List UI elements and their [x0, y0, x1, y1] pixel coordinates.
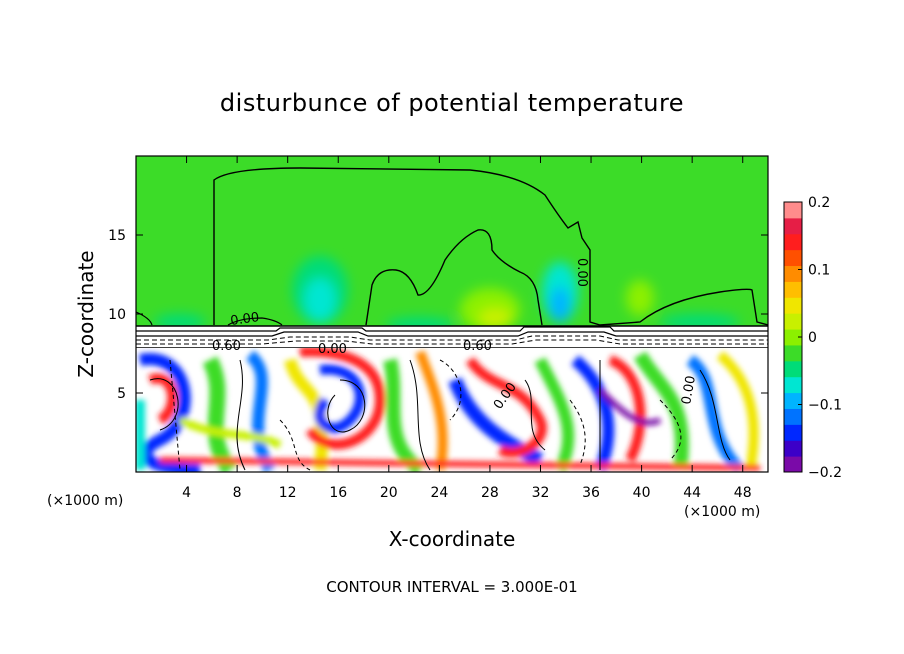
x-axis-label: X-coordinate: [389, 527, 516, 551]
colorbar-swatch: [784, 440, 802, 457]
x-tick-label: 16: [329, 485, 347, 501]
colorbar-tick-label: 0.2: [808, 195, 830, 211]
x-tick-label: 32: [532, 485, 550, 501]
colorbar: 0.2 0.1 0 −0.1 −0.2: [783, 195, 842, 481]
x-tick-label: 4: [182, 485, 191, 501]
colorbar-swatch: [784, 408, 802, 425]
plot-area: [136, 156, 768, 472]
x-unit-label-left: (×1000 m): [47, 493, 123, 509]
y-tick-label: 10: [108, 307, 126, 323]
contour-label: 0.00: [574, 258, 589, 287]
colorbar-tick-label: −0.2: [808, 465, 842, 481]
hill-contour: [365, 229, 543, 326]
y-tick-label: 5: [117, 386, 126, 402]
contour-label: 0.00: [679, 375, 699, 406]
contour-label: 0.00: [318, 342, 347, 357]
x-tick-label: 20: [380, 485, 398, 501]
x-tick-label: 24: [430, 485, 448, 501]
colorbar-swatch: [784, 233, 802, 251]
colorbar-tick-label: 0.1: [808, 263, 830, 279]
colorbar-swatch: [784, 217, 802, 235]
x-unit-label-right: (×1000 m): [684, 504, 760, 520]
colorbar-swatch: [784, 297, 802, 314]
x-tick-label: 12: [279, 485, 297, 501]
x-tick-label: 8: [233, 485, 242, 501]
colorbar-swatch: [784, 392, 802, 409]
colorbar-swatch: [784, 281, 802, 298]
y-tick-label: 15: [108, 228, 126, 244]
x-tick-label: 36: [582, 485, 600, 501]
colorbar-swatch: [784, 456, 802, 473]
x-axis: 4 8 12 16 20 24 28 32 36 40 44 48: [182, 156, 752, 501]
x-tick-label: 28: [481, 485, 499, 501]
colorbar-swatch: [784, 329, 802, 346]
turbulent-layer: [136, 348, 768, 472]
colorbar-tick-label: −0.1: [808, 398, 842, 414]
colorbar-swatch: [784, 424, 802, 441]
chart-title: disturbunce of potential temperature: [220, 89, 684, 117]
left-contour: [136, 311, 153, 326]
y-axis-label: Z-coordinate: [74, 250, 98, 377]
upper-contour: [213, 167, 768, 326]
x-tick-label: 48: [734, 485, 752, 501]
colorbar-swatch: [784, 360, 802, 378]
colorbar-swatch: [784, 249, 802, 267]
contour-interval-note: CONTOUR INTERVAL = 3.000E-01: [326, 578, 577, 596]
colorbar-swatch: [784, 344, 802, 362]
colorbar-swatch: [784, 265, 802, 282]
colorbar-swatch: [784, 202, 802, 219]
colorbar-swatch: [784, 376, 802, 394]
y-axis: 5 10 15: [108, 228, 768, 402]
loop-contour: [227, 317, 283, 326]
x-tick-label: 40: [633, 485, 651, 501]
contour-label: 0.60: [463, 339, 492, 354]
contour-label: 0.60: [212, 339, 241, 354]
contour-labels: 0.00 0.60 0.00 0.60 0.00 0.00 0.00: [212, 258, 699, 412]
colorbar-tick-label: 0: [808, 330, 817, 346]
x-tick-label: 44: [683, 485, 701, 501]
colorbar-swatch: [784, 313, 802, 330]
contour-label: 0.00: [229, 310, 260, 329]
